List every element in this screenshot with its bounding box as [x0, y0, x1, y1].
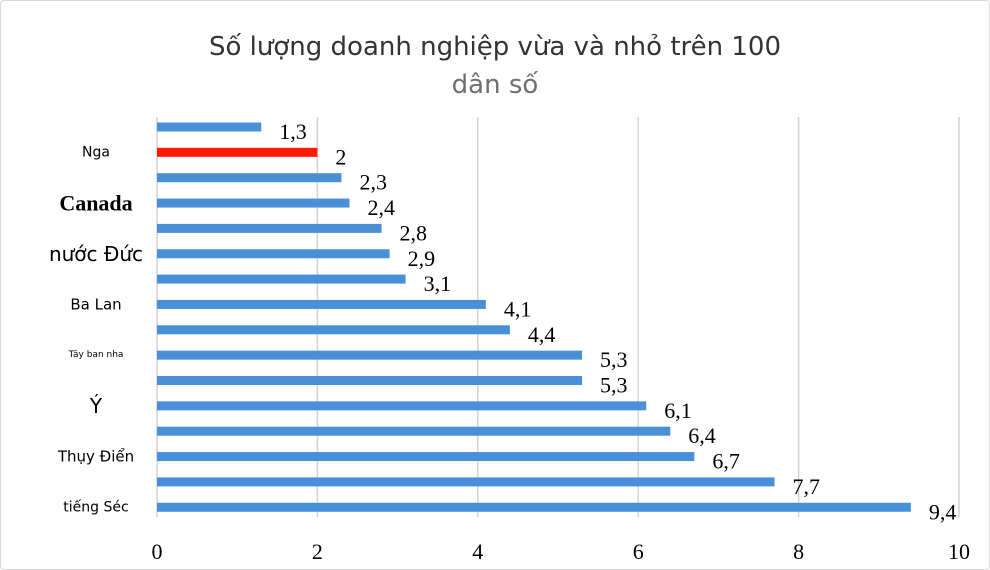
bar [157, 401, 647, 411]
bar [157, 173, 342, 183]
bar [157, 426, 671, 436]
data-label: 5,3 [600, 373, 628, 398]
x-tick-label: 4 [472, 539, 483, 564]
bar [157, 299, 486, 309]
x-tick-label: 0 [152, 539, 163, 564]
data-label: 6,4 [688, 423, 716, 448]
data-label: 7,7 [793, 474, 821, 499]
data-label: 9,4 [929, 499, 957, 524]
bar [157, 249, 390, 259]
chart-title: Số lượng doanh nghiệp vừa và nhỏ trên 10… [209, 32, 781, 62]
data-label: 1,3 [279, 119, 307, 144]
data-label: 4,4 [528, 322, 556, 347]
category-label: Thụy Điển [57, 448, 134, 466]
category-label: Ý [89, 394, 103, 418]
data-label: 2,9 [408, 246, 436, 271]
bar [157, 198, 350, 208]
bar [157, 452, 695, 462]
data-label: 6,1 [664, 398, 692, 423]
bar [157, 274, 406, 284]
bar [157, 350, 583, 360]
bar [157, 122, 262, 132]
category-label: nước Đức [49, 242, 143, 266]
category-label: Nga [82, 144, 110, 160]
category-label: tiếng Séc [63, 498, 128, 515]
chart-subtitle: dân số [451, 70, 539, 100]
data-label: 6,7 [712, 449, 740, 474]
category-label: Ba Lan [70, 295, 121, 313]
data-label: 2,8 [400, 220, 428, 245]
x-tick-label: 6 [633, 539, 644, 564]
category-label: Canada [59, 191, 132, 216]
x-tick-label: 8 [793, 539, 804, 564]
bar [157, 147, 318, 157]
data-label: 2 [335, 144, 346, 169]
data-label: 5,3 [600, 347, 628, 372]
category-label: Tây ban nha [68, 350, 124, 360]
data-label: 2,3 [359, 170, 387, 195]
x-tick-label: 10 [948, 539, 970, 564]
bar [157, 223, 382, 233]
bar [157, 477, 775, 487]
data-label: 4,1 [504, 296, 532, 321]
x-tick-label: 2 [312, 539, 323, 564]
bar [157, 325, 510, 335]
bar [157, 502, 911, 512]
bar [157, 376, 583, 385]
data-label: 2,4 [367, 195, 395, 220]
data-label: 3,1 [424, 271, 452, 296]
